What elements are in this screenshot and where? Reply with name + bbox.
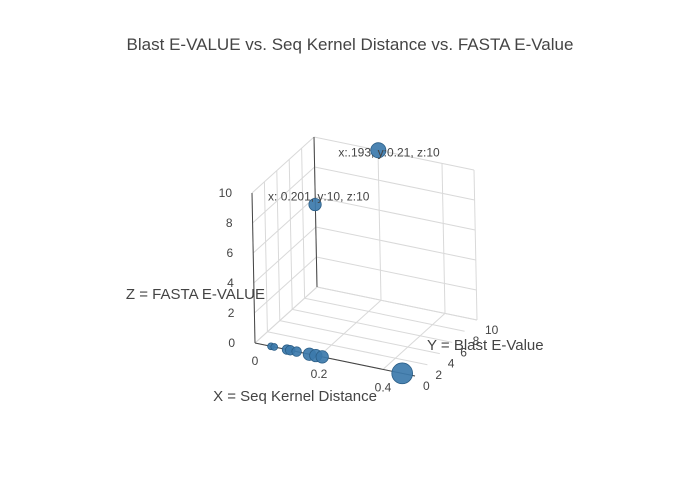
y-tick-label: 8 <box>473 334 480 348</box>
z-tick-label: 2 <box>228 306 235 320</box>
x-tick-label: 0.4 <box>375 380 392 394</box>
z-tick-label: 0 <box>228 336 235 350</box>
gridline <box>315 226 476 261</box>
gridline <box>279 320 440 355</box>
chart-title: Blast E-VALUE vs. Seq Kernel Distance vs… <box>127 35 574 54</box>
gridline <box>253 226 317 284</box>
gridline <box>315 196 476 231</box>
gridline <box>276 170 281 321</box>
gridline <box>382 313 446 370</box>
z-axis-title: Z = FASTA E-VALUE <box>126 286 265 303</box>
y-tick-label: 0 <box>423 379 430 393</box>
gridline <box>252 166 315 224</box>
scatter-points <box>267 142 414 385</box>
gridline <box>252 196 316 254</box>
gridline <box>316 256 477 291</box>
gridline <box>313 136 475 171</box>
gridline <box>304 297 465 332</box>
data-point <box>308 197 322 212</box>
gridline <box>441 163 446 314</box>
z-tick-label: 10 <box>219 186 233 200</box>
x-axis-line <box>254 342 416 377</box>
gridline <box>316 286 478 321</box>
data-point <box>370 142 387 159</box>
x-axis-title: X = Seq Kernel Distance <box>213 388 377 405</box>
data-point <box>315 350 329 364</box>
annotations: x: 0.201, y:10, z:10 x:.193, y:0.21, z:10 <box>268 145 440 203</box>
gridline <box>254 256 317 314</box>
gridline <box>377 150 382 301</box>
point-annotation: x: 0.201, y:10, z:10 <box>268 190 370 204</box>
data-point <box>270 343 279 351</box>
gridline <box>254 286 318 344</box>
data-point <box>291 346 302 357</box>
z-tick-label: 4 <box>227 276 234 290</box>
z-tick-label: 6 <box>227 246 234 260</box>
z-tick-label: 8 <box>226 216 233 230</box>
gridline <box>263 181 268 332</box>
y-axis-title: Y = Blast E-Value <box>427 337 544 354</box>
y-tick-label: 2 <box>435 368 442 382</box>
y-tick-label: 4 <box>448 357 455 371</box>
gridline <box>318 299 382 357</box>
point-annotation: x:.193, y:0.21, z:10 <box>338 145 440 159</box>
data-point <box>391 362 414 385</box>
gridline <box>314 166 475 201</box>
x-tick-label: 0 <box>252 354 259 368</box>
grid-layer <box>251 136 478 377</box>
gridline <box>251 136 315 194</box>
gridline <box>292 308 453 343</box>
back-edge-line <box>313 136 318 288</box>
gridline <box>473 169 478 321</box>
z-axis-line <box>251 192 256 344</box>
gridline <box>267 331 428 366</box>
y-tick-label: 10 <box>485 323 499 337</box>
x-tick-label: 0.2 <box>311 367 328 381</box>
gridline <box>301 148 306 299</box>
axis-edges <box>251 136 416 377</box>
y-tick-label: 6 <box>460 345 467 359</box>
gridline <box>288 159 293 310</box>
